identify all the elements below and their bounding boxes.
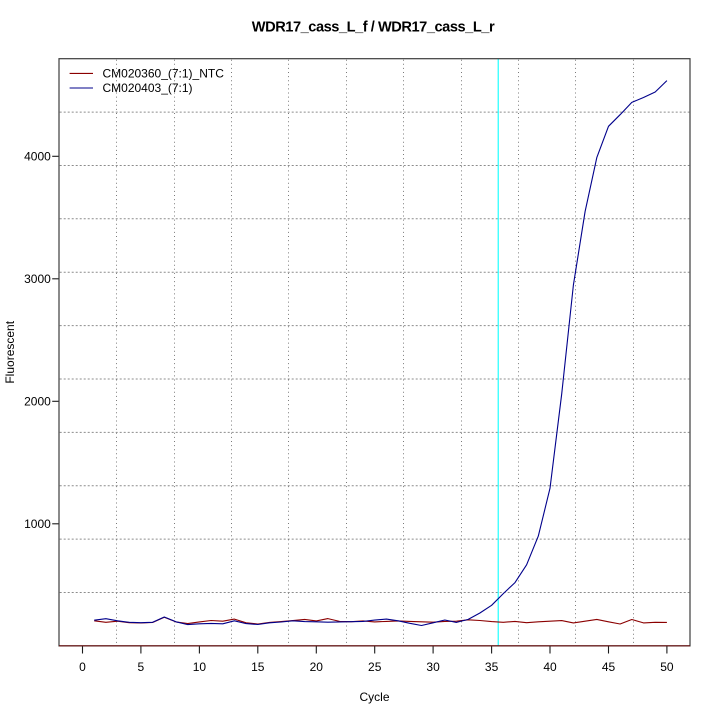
svg-text:1000: 1000 bbox=[24, 517, 51, 531]
svg-text:30: 30 bbox=[426, 660, 440, 674]
svg-text:20: 20 bbox=[310, 660, 324, 674]
svg-text:35: 35 bbox=[485, 660, 499, 674]
svg-text:0: 0 bbox=[79, 660, 86, 674]
svg-text:3000: 3000 bbox=[24, 272, 51, 286]
svg-text:Fluorescent: Fluorescent bbox=[3, 320, 17, 383]
svg-text:50: 50 bbox=[660, 660, 674, 674]
svg-text:25: 25 bbox=[368, 660, 382, 674]
svg-text:CM020360_(7:1)_NTC: CM020360_(7:1)_NTC bbox=[103, 67, 225, 81]
svg-text:10: 10 bbox=[193, 660, 207, 674]
svg-text:2000: 2000 bbox=[24, 395, 51, 409]
svg-text:4000: 4000 bbox=[24, 150, 51, 164]
svg-text:Cycle: Cycle bbox=[359, 690, 389, 704]
svg-text:5: 5 bbox=[138, 660, 145, 674]
svg-text:WDR17_cass_L_f / WDR17_cass_L_: WDR17_cass_L_f / WDR17_cass_L_r bbox=[252, 19, 495, 35]
svg-text:15: 15 bbox=[251, 660, 265, 674]
svg-text:45: 45 bbox=[602, 660, 616, 674]
svg-text:CM020403_(7:1): CM020403_(7:1) bbox=[103, 81, 193, 95]
svg-text:40: 40 bbox=[543, 660, 557, 674]
